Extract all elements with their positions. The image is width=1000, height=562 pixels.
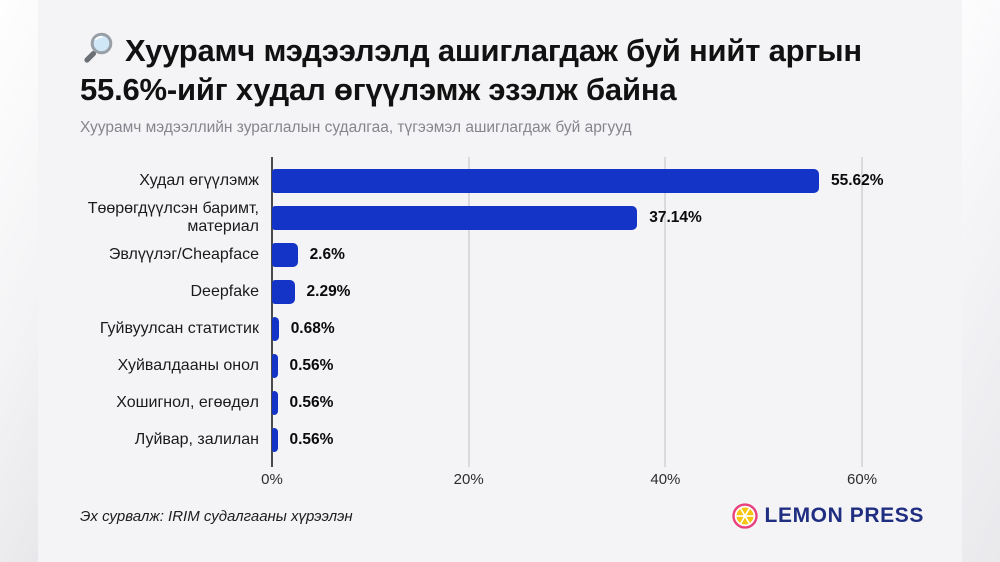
x-tick-label: 0% bbox=[261, 471, 283, 489]
brand-name: LEMON PRESS bbox=[764, 504, 924, 528]
x-tick-label: 40% bbox=[650, 471, 681, 489]
bar-chart: Худал өгүүлэмж 55.62% Төөрөгдүүлсэн баримт… bbox=[80, 157, 926, 494]
bar bbox=[272, 353, 278, 378]
chart-rows: Худал өгүүлэмж 55.62% Төөрөгдүүлсэн баримт… bbox=[80, 157, 926, 458]
category-label: Гуйвуулсан статистик bbox=[99, 319, 259, 337]
chart-subtitle: Хуурамч мэдээллийн зураглалын судалгаа, … bbox=[80, 119, 632, 137]
x-axis: 0% 20% 40% 60% bbox=[261, 458, 926, 494]
category-label: Эвлүүлэг/Cheapface bbox=[108, 245, 259, 263]
category-label: Хуйвалдааны онол bbox=[117, 356, 259, 374]
x-tick-label: 20% bbox=[453, 471, 484, 489]
chart-row: Төөрөгдүүлсэн баримт, материал 37.14% bbox=[80, 199, 926, 236]
bar-cell: 0.56% bbox=[272, 421, 926, 458]
page-title: Хуурамч мэдээлэлд ашиглагдаж буй нийт ар… bbox=[80, 30, 870, 109]
chart-row: Эвлүүлэг/Cheapface 2.6% bbox=[80, 236, 926, 273]
bar-cell: 37.14% bbox=[272, 199, 926, 236]
value-label: 0.56% bbox=[289, 430, 334, 448]
bar-cell: 0.68% bbox=[272, 310, 926, 347]
value-label: 2.6% bbox=[309, 245, 345, 263]
value-label: 2.29% bbox=[306, 282, 351, 300]
chart-row: Худал өгүүлэмж 55.62% bbox=[80, 162, 926, 199]
bar-cell: 2.6% bbox=[272, 236, 926, 273]
bar bbox=[272, 242, 298, 267]
source-note: Эх сурвалж: IRIM судалгааны хүрээлэн bbox=[80, 507, 353, 525]
right-gutter bbox=[962, 0, 1000, 562]
footer: Эх сурвалж: IRIM судалгааны хүрээлэн bbox=[80, 503, 926, 529]
category-label: Худал өгүүлэмж bbox=[139, 171, 259, 189]
bar bbox=[272, 205, 638, 230]
left-gutter bbox=[0, 0, 38, 562]
category-label: Луйвар, залилан bbox=[134, 430, 259, 448]
chart-row: Deepfake 2.29% bbox=[80, 273, 926, 310]
title-text: Хуурамч мэдээлэлд ашиглагдаж буй нийт ар… bbox=[80, 33, 862, 108]
chart-row: Гуйвуулсан статистик 0.68% bbox=[80, 310, 926, 347]
bar bbox=[272, 316, 279, 341]
x-tick-label: 60% bbox=[847, 471, 878, 489]
value-label: 37.14% bbox=[649, 208, 702, 226]
magnifying-glass-icon bbox=[84, 32, 113, 63]
chart-row: Луйвар, залилан 0.56% bbox=[80, 421, 926, 458]
bar-cell: 2.29% bbox=[272, 273, 926, 310]
content-card: Хуурамч мэдээлэлд ашиглагдаж буй нийт ар… bbox=[38, 0, 962, 562]
bar-cell: 0.56% bbox=[272, 347, 926, 384]
bar-cell: 0.56% bbox=[272, 384, 926, 421]
lemon-icon bbox=[731, 503, 758, 529]
category-label: Төөрөгдүүлсэн баримт, материал bbox=[87, 199, 259, 235]
bar bbox=[272, 279, 295, 304]
bar bbox=[272, 427, 278, 452]
category-label: Хошигнол, егөөдөл bbox=[116, 393, 259, 411]
brand-logo: LEMON PRESS bbox=[731, 503, 924, 529]
bar-cell: 55.62% bbox=[272, 162, 926, 199]
chart-row: Хошигнол, егөөдөл 0.56% bbox=[80, 384, 926, 421]
value-label: 0.56% bbox=[289, 393, 334, 411]
value-label: 0.68% bbox=[290, 319, 335, 337]
category-label: Deepfake bbox=[190, 282, 260, 300]
value-label: 55.62% bbox=[830, 171, 884, 189]
value-label: 0.56% bbox=[289, 356, 334, 374]
bar bbox=[272, 168, 819, 193]
bar bbox=[272, 390, 278, 415]
chart-row: Хуйвалдааны онол 0.56% bbox=[80, 347, 926, 384]
